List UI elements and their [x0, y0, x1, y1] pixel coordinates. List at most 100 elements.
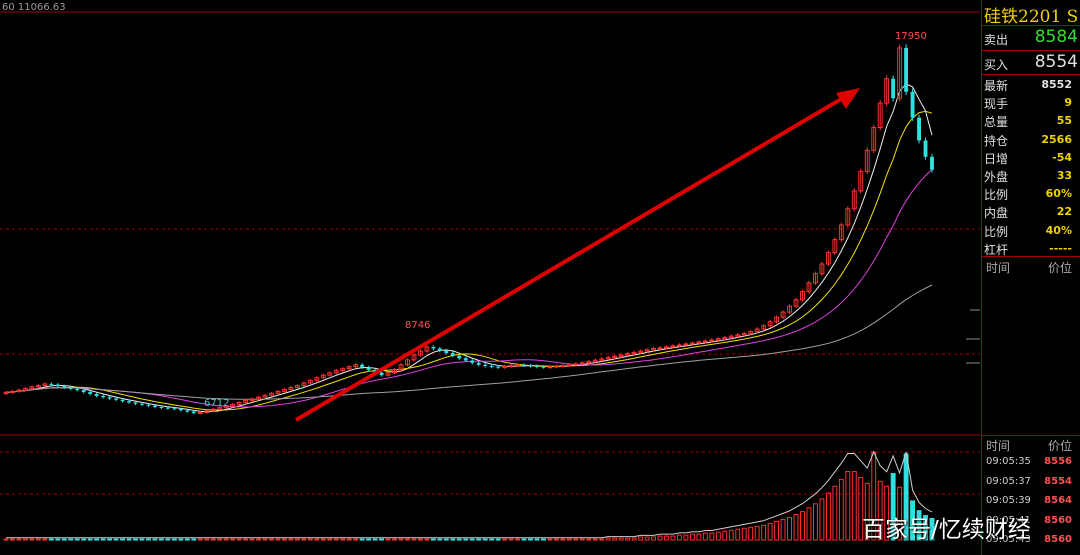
- stat-label: 现手: [984, 97, 1009, 112]
- top-left-label: 60 11066.63: [2, 2, 66, 13]
- tick-row[interactable]: 09:05:43 8560: [984, 534, 1078, 553]
- volume-bar: [819, 498, 825, 541]
- candle-body: [496, 366, 501, 368]
- volume-bar: [437, 538, 443, 541]
- volume-bar: [61, 538, 67, 541]
- volume-bar: [191, 538, 197, 541]
- volume-bar: [165, 538, 171, 541]
- candle-body: [411, 354, 417, 361]
- stat-row: 日增 -54: [984, 149, 1078, 167]
- volume-bar: [81, 538, 87, 541]
- candle-body: [709, 339, 715, 342]
- stat-value: 2566: [1041, 132, 1072, 146]
- candle-body: [185, 410, 190, 412]
- candle-body: [904, 47, 909, 92]
- candle-body: [508, 364, 514, 367]
- volume-bar: [282, 538, 287, 541]
- candle-body: [120, 399, 125, 402]
- volume-bar: [29, 538, 35, 541]
- candle-body: [748, 331, 754, 335]
- ma-line: [5, 110, 933, 411]
- candle-body: [535, 366, 539, 368]
- volume-bar: [541, 538, 546, 541]
- volume-bar: [398, 538, 404, 541]
- volume-bar: [152, 538, 158, 541]
- stat-label: 最新: [984, 79, 1009, 93]
- tick-time: 09:05:35: [986, 456, 1031, 467]
- mid-high-price-label: 8746: [405, 320, 430, 331]
- volume-bar: [204, 538, 210, 541]
- candle-body: [327, 372, 333, 376]
- candle-body: [346, 366, 352, 370]
- stat-value: 22: [1056, 205, 1072, 219]
- candle-body: [29, 386, 35, 389]
- volume-bar: [327, 538, 333, 541]
- tick-time: 09:05:39: [986, 495, 1031, 506]
- candle-body: [249, 398, 255, 401]
- volume-bar: [780, 518, 786, 541]
- volume-bar: [929, 517, 935, 541]
- candle-body: [573, 363, 579, 366]
- kline-chart[interactable]: 60 11066.63 6712 8746 17950: [0, 0, 980, 555]
- candle-body: [689, 342, 695, 345]
- volume-bar: [612, 537, 618, 541]
- volume-outline: [6, 450, 933, 539]
- candle-body: [405, 359, 410, 366]
- candle-body: [677, 344, 682, 347]
- candle-body: [638, 350, 644, 353]
- candle-body: [838, 224, 844, 241]
- volume-bar: [469, 538, 475, 541]
- candle-body: [657, 347, 663, 350]
- candle-body: [288, 387, 294, 390]
- stat-row: 比例 60%: [984, 185, 1078, 203]
- candle-body: [599, 358, 605, 361]
- candle-body: [722, 336, 728, 340]
- volume-bar: [314, 538, 320, 541]
- candle-body: [884, 78, 890, 104]
- volume-bar: [443, 538, 449, 541]
- candle-body: [314, 377, 320, 381]
- volume-bar: [405, 538, 410, 541]
- volume-bar: [625, 537, 631, 541]
- volume-bar: [890, 473, 896, 541]
- volume-bar: [502, 538, 508, 541]
- volume-bar: [884, 485, 890, 541]
- stat-value: 33: [1056, 169, 1072, 182]
- stat-value: 8552: [1041, 78, 1072, 91]
- volume-bar: [793, 514, 799, 541]
- candle-body: [502, 365, 508, 368]
- candle-body: [664, 346, 669, 349]
- volume-bar: [806, 507, 812, 541]
- tick-row[interactable]: 09:05:39 8564: [984, 495, 1078, 514]
- volume-bar: [787, 517, 792, 541]
- tick-row[interactable]: 09:05:41 8560: [984, 515, 1078, 534]
- candle-body: [114, 398, 119, 400]
- volume-bar: [372, 538, 378, 541]
- candle-body: [560, 364, 566, 367]
- candle-body: [735, 334, 741, 337]
- candle-body: [178, 408, 183, 411]
- candle-body: [320, 374, 326, 379]
- grid-lines: [0, 11, 980, 495]
- candle-body: [910, 91, 915, 118]
- volume-bar: [366, 538, 372, 541]
- candle-body: [522, 364, 526, 366]
- candle-body: [81, 390, 86, 393]
- tick-row[interactable]: 09:05:35 8556: [984, 456, 1078, 475]
- candle-body: [10, 390, 15, 393]
- volume-bar: [683, 534, 689, 541]
- volume-bar: [456, 538, 462, 541]
- candle-body: [651, 348, 656, 351]
- volume-bar: [838, 478, 844, 541]
- candle-body: [728, 335, 734, 338]
- volume-bar: [825, 492, 831, 541]
- candle-body: [917, 117, 921, 141]
- tick-row[interactable]: 09:05:37 8554: [984, 476, 1078, 495]
- candle-body: [741, 333, 747, 336]
- candle-body: [107, 397, 112, 399]
- volume-bar: [566, 538, 572, 541]
- volume-bar: [217, 538, 223, 541]
- volume-bar: [379, 538, 385, 541]
- stat-label: 持仓: [984, 133, 1009, 148]
- candle-body: [457, 355, 462, 359]
